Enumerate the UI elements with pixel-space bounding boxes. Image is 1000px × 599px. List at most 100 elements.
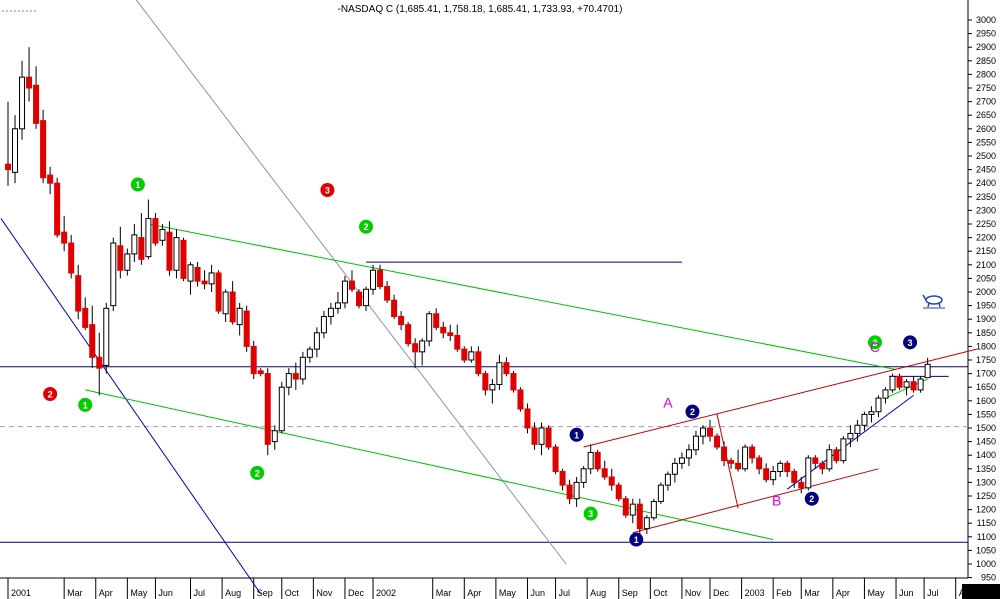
wave-marker-circle (43, 387, 58, 401)
y-tick-label: 2000 (976, 287, 996, 297)
wave-marker-circle (359, 219, 374, 234)
y-tick-label: 1900 (976, 314, 996, 324)
wave-marker-label: 2 (48, 390, 53, 400)
y-tick-label: 2650 (976, 110, 996, 120)
candle-body (777, 462, 784, 473)
candle-body (643, 517, 650, 530)
candle-body (363, 288, 370, 307)
x-tick-label: Sep (622, 588, 638, 598)
candle-body (124, 253, 131, 271)
wave-marker-circle (629, 532, 644, 547)
candle-body (601, 468, 608, 478)
candle-body (82, 307, 89, 328)
chart-title: -NASDAQ C (1,685.41, 1,758.18, 1,685.41,… (338, 4, 623, 15)
wave-marker-label: 1 (574, 430, 579, 440)
y-axis: 3000 2950 2900 2850 2800 2750 2700 2650 2600 2550… (967, 0, 996, 583)
x-tick-label: Jun (530, 588, 545, 598)
candle-body (678, 457, 685, 464)
x-tick-label: Apr (836, 588, 850, 598)
y-tick-label: 2100 (976, 260, 996, 270)
y-tick-label: 1150 (977, 518, 996, 528)
candle-body (222, 291, 229, 315)
y-tick-label: 2050 (976, 273, 996, 283)
y-tick-label: 1700 (976, 369, 996, 379)
candle-body (699, 427, 706, 437)
candle-body (868, 411, 875, 415)
candle-body (180, 239, 187, 279)
candle-body (728, 460, 735, 464)
candle-body (552, 446, 559, 473)
wave-marker-label: 2 (690, 407, 695, 417)
candle-body (805, 457, 812, 489)
bull-logo-icon (922, 294, 945, 309)
candle-body (215, 272, 222, 312)
wave-marker-label: 1 (83, 400, 88, 410)
candle-body (826, 449, 833, 470)
candle-body (40, 120, 47, 179)
candle-body (742, 446, 749, 470)
y-tick-label: 2700 (976, 97, 996, 107)
candle-body (517, 389, 524, 410)
candle-body (791, 471, 798, 483)
wave-marker-circle (804, 491, 819, 506)
x-tick-label: Jul (194, 588, 206, 598)
candle-body (145, 218, 152, 258)
candle-body (566, 484, 573, 500)
candle-body (285, 373, 292, 388)
candle-body (454, 335, 461, 350)
candle-body (461, 348, 468, 361)
candle-body (854, 424, 861, 434)
x-tick-label: May (867, 588, 885, 598)
candle-body (468, 351, 475, 361)
candle-body (798, 481, 805, 489)
y-tick-label: 2800 (976, 69, 996, 79)
wave-marker-circle (685, 404, 700, 419)
candle-body (75, 275, 82, 312)
candle-body (622, 498, 629, 516)
candle-body (327, 307, 334, 317)
candle-body (482, 373, 489, 391)
candle-body (405, 324, 412, 345)
x-tick-label: Jun (899, 588, 914, 598)
candle-body (559, 471, 566, 486)
y-tick-label: 2400 (976, 178, 996, 188)
x-tick-label: Mar (436, 588, 452, 598)
candle-body (496, 362, 503, 385)
candle-body (587, 451, 594, 470)
candle-body (419, 340, 426, 353)
x-tick-label: Apr (467, 588, 481, 598)
candle-body (152, 218, 159, 244)
x-axis: 2001 Mar Apr May Jun Jul Aug Sep Oct Nov Dec 2002 Ma… (0, 577, 1000, 599)
candle-body (910, 381, 917, 391)
wave-letter-label: C (870, 339, 880, 355)
x-tick-label: Dec (713, 588, 730, 598)
trendline (85, 389, 774, 541)
candle-body (26, 76, 33, 89)
wave-marker-label: 1 (135, 180, 140, 190)
y-tick-label: 1100 (977, 532, 996, 542)
candle-body (531, 427, 538, 445)
candle-body (89, 324, 96, 358)
candle-body (721, 446, 728, 462)
candle-body (875, 397, 882, 413)
candle-body (292, 373, 299, 380)
candle-body (370, 269, 377, 290)
y-tick-label: 2950 (976, 29, 996, 39)
candle-body (384, 286, 391, 301)
candle-body (784, 462, 791, 473)
y-tick-label: 2150 (976, 246, 996, 256)
candle-body (756, 457, 763, 470)
x-tick-label: Sep (257, 588, 273, 598)
candle-body (61, 231, 68, 244)
trendline (0, 218, 262, 595)
candle-body (489, 383, 496, 391)
y-tick-label: 2350 (976, 192, 996, 202)
x-tick-label: 2001 (11, 588, 31, 598)
candle-body (749, 446, 756, 459)
candle-body (131, 234, 138, 255)
candle-body (138, 237, 145, 260)
candle-body (377, 269, 384, 288)
candle-body (538, 427, 545, 445)
wave-marker-circle (903, 335, 918, 350)
trendline (716, 414, 739, 509)
